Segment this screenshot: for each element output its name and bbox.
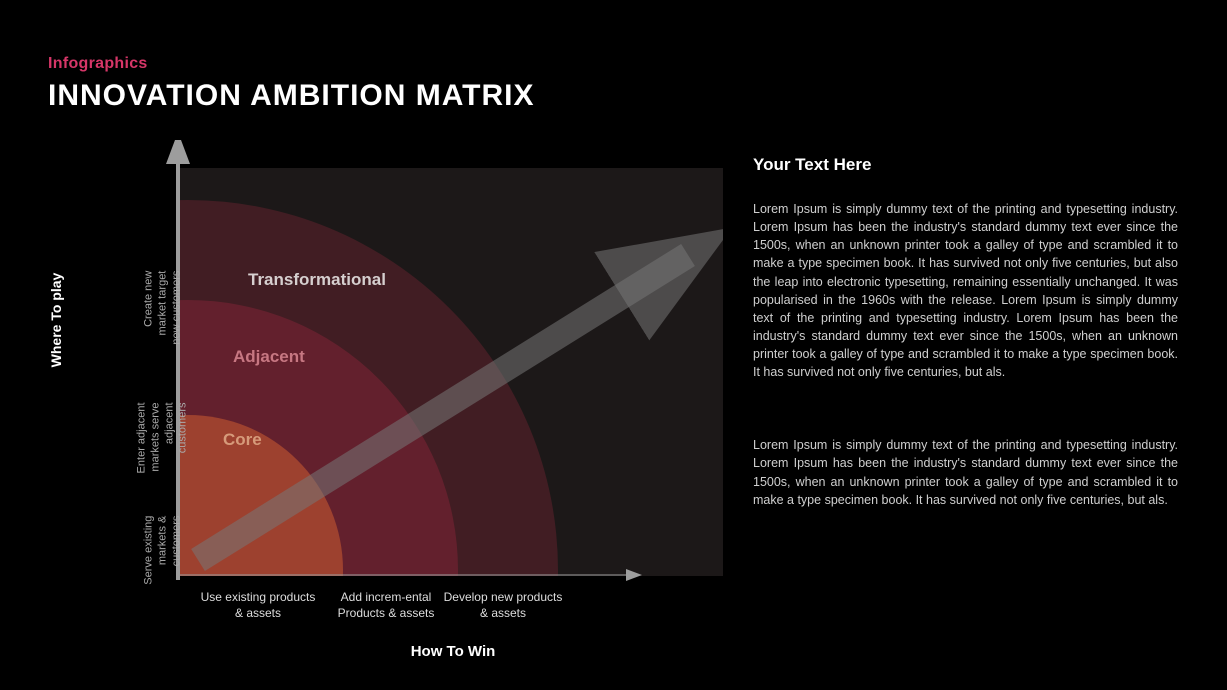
innovation-matrix-chart: Where To play How To Win Transformationa… bbox=[48, 140, 728, 660]
x-axis-title: How To Win bbox=[48, 643, 728, 660]
arc-label: Transformational bbox=[248, 270, 386, 290]
arc-label: Adjacent bbox=[233, 347, 305, 367]
x-axis-tick-label: Add increm-ental Products & assets bbox=[326, 590, 446, 621]
sidebar-paragraph-2: Lorem Ipsum is simply dummy text of the … bbox=[753, 436, 1178, 509]
x-axis-tick-label: Use existing products & assets bbox=[198, 590, 318, 621]
sidebar-title: Your Text Here bbox=[753, 155, 1178, 175]
sidebar-paragraph-1: Lorem Ipsum is simply dummy text of the … bbox=[753, 200, 1178, 381]
arc-label: Core bbox=[223, 430, 262, 450]
sidebar-text-block: Your Text Here Lorem Ipsum is simply dum… bbox=[753, 155, 1178, 564]
y-axis-tick-label: Create new market target new customers bbox=[142, 271, 183, 391]
y-axis-tick-label: Enter adjacent markets serve adjacent cu… bbox=[136, 403, 191, 523]
x-axis-tick-label: Develop new products & assets bbox=[443, 590, 563, 621]
y-axis-tick-label: Serve existing markets & customers bbox=[142, 516, 183, 636]
header: Infographics INNOVATION AMBITION MATRIX bbox=[48, 55, 535, 113]
eyebrow-text: Infographics bbox=[48, 55, 535, 73]
main-title: INNOVATION AMBITION MATRIX bbox=[48, 79, 535, 113]
